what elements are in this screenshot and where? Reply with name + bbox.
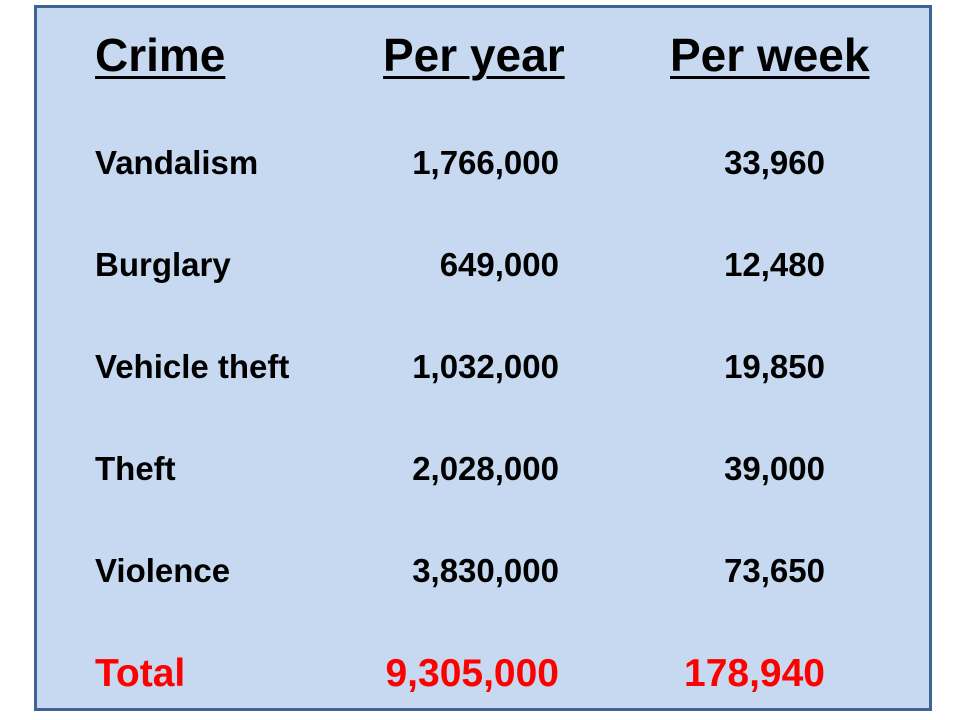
column-header-per-week: Per week: [670, 29, 870, 81]
row-per-year-value: 649,000: [439, 246, 559, 283]
row-crime-name: Vandalism: [95, 144, 259, 181]
row-crime-name: Violence: [95, 552, 231, 589]
row-crime-name: Vehicle theft: [95, 348, 290, 385]
total-per-year-value: 9,305,000: [385, 652, 559, 695]
row-crime-name: Theft: [95, 450, 176, 487]
row-per-year-value: 2,028,000: [412, 450, 559, 487]
total-per-week-value: 178,940: [684, 652, 825, 695]
row-per-week-value: 33,960: [724, 144, 825, 181]
row-per-year-value: 1,766,000: [412, 144, 559, 181]
row-per-week-value: 73,650: [724, 552, 825, 589]
row-per-year-value: 3,830,000: [412, 552, 559, 589]
row-per-week-value: 12,480: [724, 246, 825, 283]
row-crime-name: Burglary: [95, 246, 231, 283]
row-per-year-value: 1,032,000: [412, 348, 559, 385]
crime-statistics-table: Crime Per year Per week Vandalism 1,766,…: [34, 5, 932, 711]
row-per-week-value: 39,000: [724, 450, 825, 487]
column-header-per-year: Per year: [383, 29, 565, 81]
column-header-crime: Crime: [95, 29, 226, 81]
total-label: Total: [95, 652, 186, 695]
row-per-week-value: 19,850: [724, 348, 825, 385]
